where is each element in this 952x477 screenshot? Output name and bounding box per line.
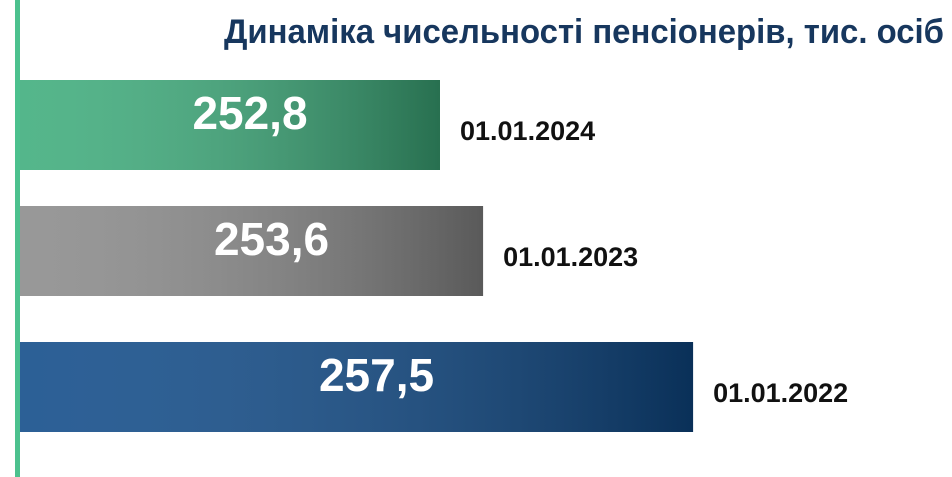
chart-title: Динаміка чисельності пенсіонерів, тис. о…	[224, 13, 944, 51]
bar-shade	[20, 206, 484, 296]
category-label: 01.01.2023	[503, 242, 638, 272]
bar-shade	[20, 80, 440, 170]
category-label: 01.01.2022	[713, 378, 848, 408]
value-label: 253,6	[214, 213, 329, 265]
value-label: 257,5	[319, 349, 434, 401]
value-label: 252,8	[192, 87, 307, 139]
axis-line	[15, 0, 20, 477]
category-label: 01.01.2024	[460, 116, 595, 146]
bar-shade	[20, 342, 694, 432]
